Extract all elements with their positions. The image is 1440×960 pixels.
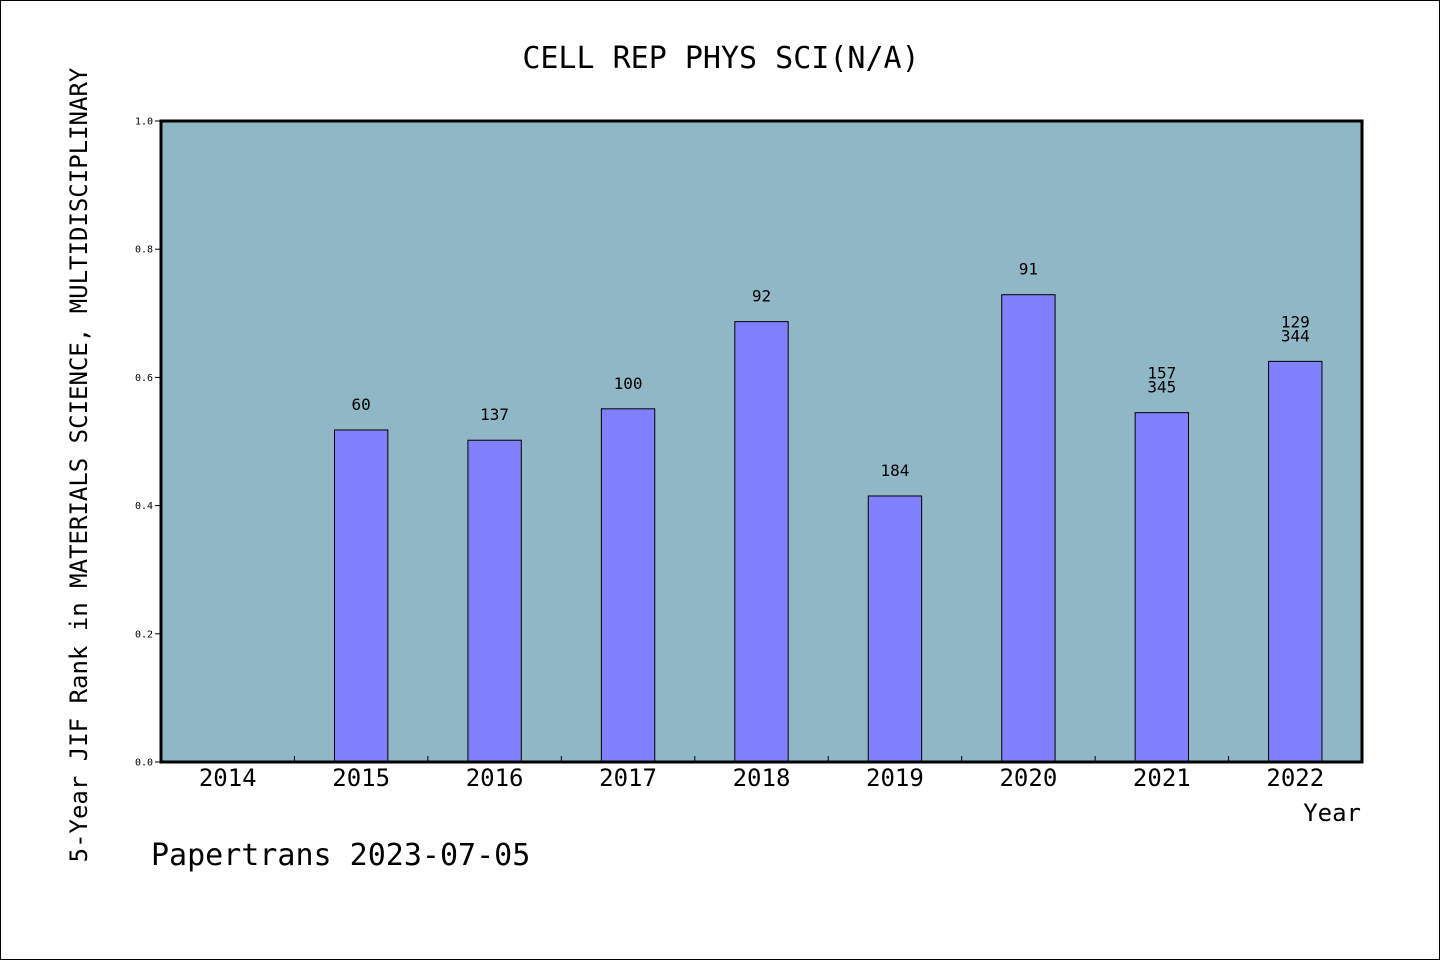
x-axis-label: Year — [1303, 799, 1361, 827]
bar-2019 — [867, 495, 923, 763]
bars-layer — [333, 294, 1323, 763]
bar-label-2016: 137 — [480, 405, 509, 424]
x-tick-label-2014: 2014 — [199, 764, 257, 792]
bar-2017 — [600, 408, 656, 763]
y-tick-label-0.4: 0.4 — [135, 501, 153, 512]
bar-label-2021-1: 157 — [1147, 364, 1176, 383]
bar-label-2021-2: 345 — [1147, 378, 1176, 397]
x-tick-label-2021: 2021 — [1133, 764, 1191, 792]
x-tick-label-2022: 2022 — [1266, 764, 1324, 792]
y-axis-label: 5-Year JIF Rank in MATERIALS SCIENCE, MU… — [65, 67, 93, 862]
bar-label-2022-1: 129 — [1281, 312, 1310, 331]
bar-2022 — [1268, 360, 1323, 763]
bar-label-2018: 92 — [752, 287, 771, 306]
bar-2018 — [734, 321, 789, 763]
x-tick-label-2017: 2017 — [599, 764, 657, 792]
y-tick-label-0.2: 0.2 — [135, 629, 153, 640]
plot-frame — [159, 119, 1364, 764]
chart-title: CELL REP PHYS SCI(N/A) — [522, 41, 919, 76]
bar-label-2022-2: 344 — [1281, 326, 1310, 345]
x-tick-label-2016: 2016 — [466, 764, 524, 792]
y-tick-label-1.0: 1.0 — [135, 117, 153, 128]
bar-label-2015: 60 — [352, 395, 371, 414]
y-tick-label-0.6: 0.6 — [135, 373, 153, 384]
y-axis: 0.0 0.2 0.4 0.6 0.8 1.0 — [135, 117, 161, 769]
x-tick-label-2015: 2015 — [332, 764, 390, 792]
y-tick-label-0.8: 0.8 — [135, 245, 153, 256]
x-axis: 2014 2015 2016 2017 2018 2019 2020 2021 2022 — [199, 756, 1324, 792]
bar-label-2020: 91 — [1019, 260, 1038, 279]
bar-2020 — [1001, 294, 1056, 763]
bar-2021 — [1134, 412, 1190, 763]
bar-label-2019: 184 — [880, 461, 909, 480]
footer-credit: Papertrans 2023-07-05 — [151, 838, 530, 873]
x-tick-label-2019: 2019 — [866, 764, 924, 792]
bar-2016 — [467, 439, 522, 763]
bar-label-2017: 100 — [614, 374, 643, 393]
bar-2015 — [333, 429, 389, 763]
x-tick-label-2020: 2020 — [999, 764, 1057, 792]
y-tick-label-0.0: 0.0 — [135, 758, 153, 769]
x-tick-label-2018: 2018 — [733, 764, 791, 792]
